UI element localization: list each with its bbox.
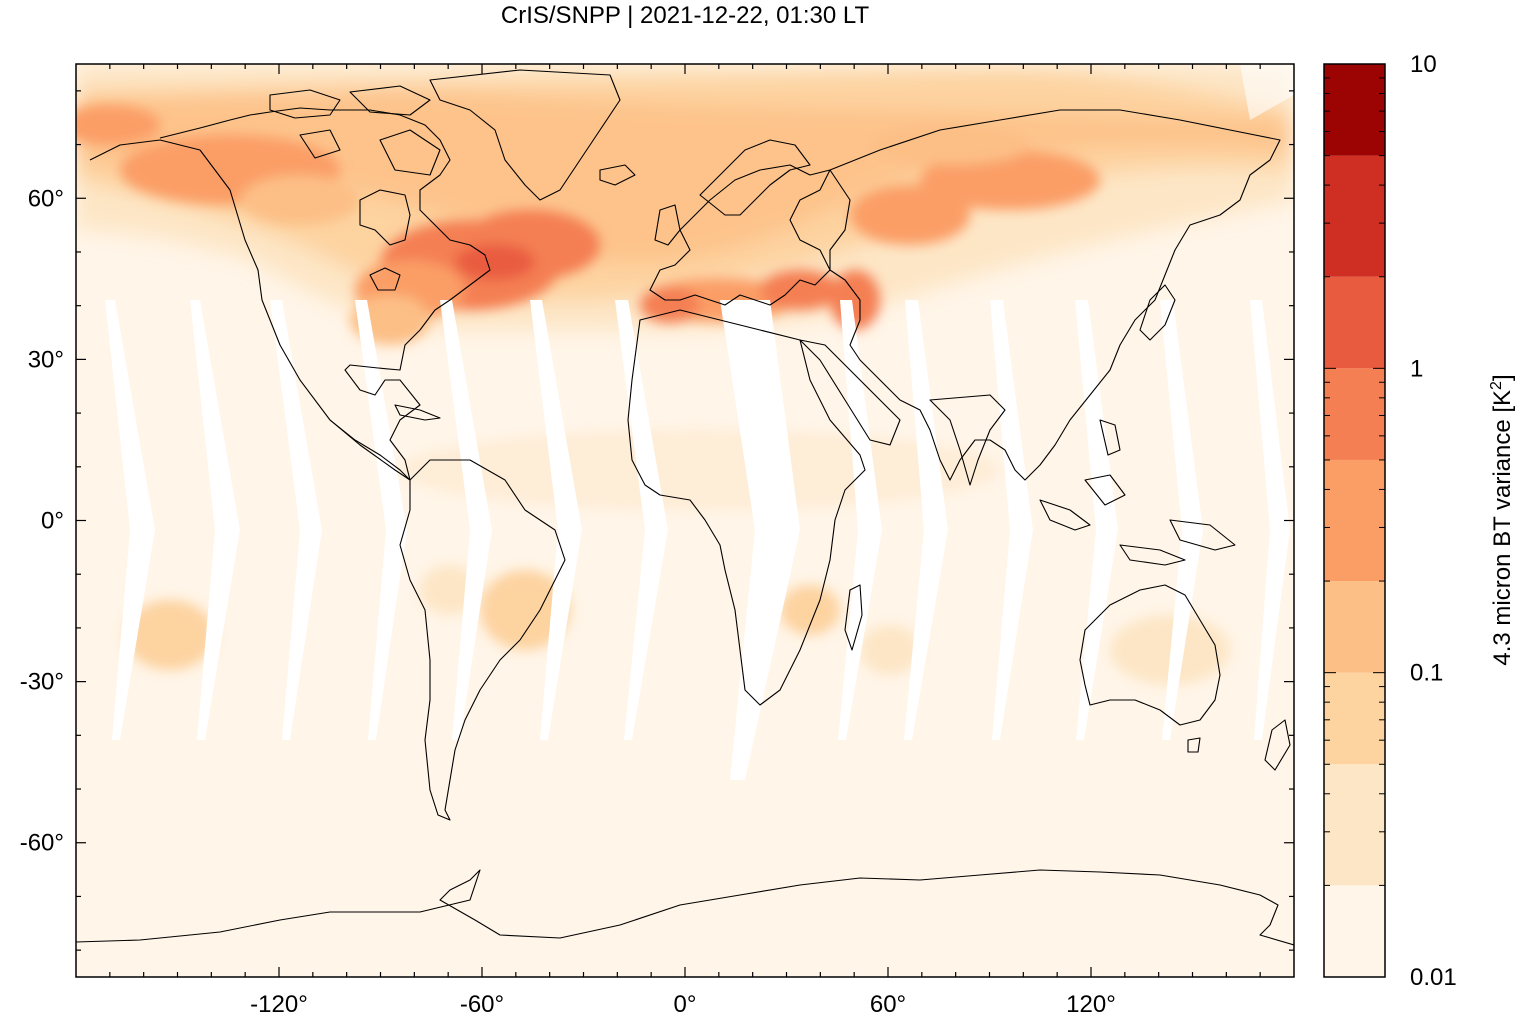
coast-central-america (329, 419, 411, 481)
colorbar-label: 4.3 micron BT variance [K2] (1488, 374, 1516, 665)
coast-tasmania (1187, 737, 1201, 753)
variance-patch-labrador (455, 244, 535, 280)
variance-patch-balkans (640, 287, 700, 323)
coast-new-guinea (1169, 519, 1236, 551)
coast-hudson-bay (359, 189, 411, 246)
x-tick-label: -60° (460, 991, 504, 1018)
coast-arabia (799, 339, 901, 446)
y-tick-label: 0° (41, 508, 64, 535)
colorbar-level (1324, 64, 1385, 156)
y-tick-label: 30° (28, 346, 64, 373)
coast-cuba (394, 404, 441, 421)
colorbar-tick-label: 0.01 (1410, 964, 1457, 991)
colorbar-level (1324, 368, 1385, 460)
colorbar-levels (1324, 64, 1385, 977)
swath-gap-7 (615, 300, 668, 740)
variance-patch-russia-north (870, 125, 1030, 165)
colorbar-level (1324, 459, 1385, 582)
swath-gap-1 (105, 300, 155, 740)
map-plot-area (75, 63, 1295, 978)
coast-australia (1079, 584, 1221, 726)
y-tick-label: 60° (28, 185, 64, 212)
coast-arctic-islands-1 (269, 89, 341, 119)
variance-patch-arctic-west (76, 105, 160, 145)
colorbar: 10 1 0.1 0.01 4.3 micron BT variance [K2] (1323, 51, 1516, 991)
coast-arctic-islands-3 (299, 129, 341, 159)
coast-india (929, 394, 1006, 486)
variance-patch-south-pacific (125, 600, 215, 670)
colorbar-level (1324, 581, 1385, 673)
colorbar-frame (1323, 63, 1386, 978)
y-tick-label: -60° (20, 830, 64, 857)
x-tick-label: 60° (870, 991, 906, 1018)
swath-gap-5 (440, 300, 492, 740)
y-tick-label: -30° (20, 669, 64, 696)
variance-patch-brazil (480, 570, 570, 650)
coast-arctic-islands-2 (349, 85, 431, 116)
variance-patch-australia (1110, 615, 1230, 685)
coast-indonesia-2 (1084, 474, 1126, 506)
map-title: CrIS/SNPP | 2021-12-22, 01:30 LT (500, 2, 870, 29)
colorbar-level (1324, 155, 1385, 277)
colorbar-tick-label: 10 (1410, 51, 1437, 78)
colorbar-level (1324, 764, 1385, 886)
coast-iceland (599, 164, 636, 186)
variance-patch-tropics (400, 430, 1000, 510)
coast-south-america (399, 459, 566, 821)
swath-gap-2 (190, 300, 240, 740)
variance-patch-yukon (240, 175, 360, 225)
colorbar-tick-label: 0.1 (1410, 660, 1443, 687)
swath-gap-9 (838, 300, 882, 740)
coast-greenland (429, 69, 621, 201)
coast-north-america (89, 107, 491, 481)
colorbar-level (1324, 885, 1385, 977)
coast-antarctica (76, 869, 1294, 946)
coast-africa (627, 309, 866, 706)
coast-indonesia-1 (1039, 499, 1091, 531)
colorbar-tick-label: 1 (1410, 355, 1423, 382)
colorbar-minor-ticks (1324, 77, 1385, 978)
colorbar-level (1324, 672, 1385, 765)
colorbar-label-superscript: 2 (1488, 381, 1505, 390)
colorbar-level (1324, 276, 1385, 369)
coast-great-lakes (369, 267, 401, 291)
swath-gap-14 (1250, 300, 1290, 740)
variance-patch-ural (850, 185, 970, 245)
coastlines (76, 69, 1294, 946)
variance-patch-indian-ocean (860, 625, 920, 675)
coast-baffin-island (379, 129, 441, 176)
swath-gap-polar (1240, 64, 1294, 120)
colorbar-tick-labels: 10 1 0.1 0.01 (1410, 51, 1457, 991)
coast-british-isles (654, 204, 681, 246)
map-axis-ticks (76, 64, 1294, 977)
colorbar-label-close: ] (1489, 374, 1516, 381)
y-axis-labels: 60° 30° 0° -30° -60° (20, 185, 64, 856)
swath-gap-12 (1075, 300, 1118, 740)
variance-patch-caspian (830, 270, 880, 330)
x-tick-label: 120° (1066, 991, 1116, 1018)
x-axis-labels: -120° -60° 0° 60° 120° (250, 991, 1116, 1018)
swath-gap-4 (355, 300, 407, 740)
variance-patch-siberia (920, 150, 1100, 210)
swath-gap-3 (270, 300, 322, 740)
swath-gap-8 (720, 300, 800, 780)
coast-philippines (1099, 419, 1121, 456)
coast-asia (829, 109, 1281, 481)
coast-europe (649, 164, 831, 306)
swath-gap-11 (990, 300, 1033, 740)
swath-gap-10 (904, 300, 948, 740)
swath-gaps (105, 64, 1294, 780)
swath-gap-13 (1160, 300, 1203, 740)
variance-field (76, 64, 1294, 780)
variance-patch-southern-africa (780, 585, 840, 635)
coast-scandinavia (699, 139, 811, 216)
coast-japan (1139, 284, 1176, 341)
coast-new-zealand (1264, 719, 1291, 771)
coast-madagascar (844, 584, 863, 651)
coast-indonesia-3 (1119, 544, 1186, 566)
x-tick-label: -120° (250, 991, 308, 1018)
x-tick-label: 0° (674, 991, 697, 1018)
swath-gap-6 (530, 300, 582, 740)
